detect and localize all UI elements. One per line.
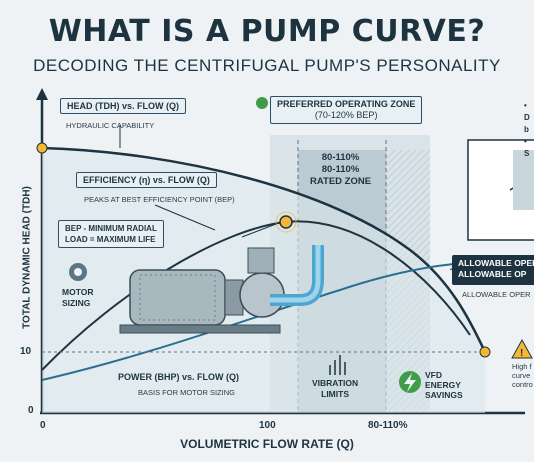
x-tick-100: 100 xyxy=(259,420,276,431)
bep-note: BEP - MINIMUM RADIAL LOAD = MAXIMUM LIFE xyxy=(58,220,164,248)
power-curve-desc: BASIS FOR MOTOR SIZING xyxy=(138,388,235,397)
y-axis-label: TOTAL DYNAMIC HEAD (TDH) xyxy=(21,186,33,329)
zoom-notes: • D b • S xyxy=(524,101,530,158)
vfd-label: VFD ENERGY SAVINGS xyxy=(425,370,463,400)
page-title: WHAT IS A PUMP CURVE? xyxy=(48,14,486,49)
warning-icon: ! xyxy=(511,338,533,359)
head-curve xyxy=(41,146,487,353)
vibration-label: VIBRATION LIMITS xyxy=(312,378,359,399)
motor-sizing-label: MOTOR SIZING xyxy=(62,287,94,308)
gear-icon xyxy=(69,263,87,281)
preferred-zone-label: PREFERRED OPERATING ZONE (70-120% BEP) xyxy=(270,96,423,124)
efficiency-curve-desc: PEAKS AT BEST EFFICIENCY POINT (BEP) xyxy=(84,195,235,204)
runout-point xyxy=(479,346,491,358)
warning-text: High f curve contro xyxy=(512,362,533,389)
y-tick-10: 10 xyxy=(20,346,32,357)
x-tick-0: 0 xyxy=(40,420,46,431)
svg-text:!: ! xyxy=(520,348,523,359)
vfd-leaf-icon xyxy=(399,371,421,393)
x-axis-label: VOLUMETRIC FLOW RATE (Q) xyxy=(180,437,354,451)
allowable-label-sub: ALLOWABLE OPER xyxy=(462,290,531,299)
head-curve-label: HEAD (TDH) vs. FLOW (Q) xyxy=(60,98,186,114)
allowable-label: ALLOWABLE OPER ALLOWABLE OP xyxy=(458,258,534,279)
rated-zone-label: 80-110% 80-110% RATED ZONE xyxy=(310,152,372,187)
preferred-zone-icon xyxy=(256,97,268,109)
y-tick-0: 0 xyxy=(28,405,34,416)
allowable-box xyxy=(452,255,534,285)
vibration-icon xyxy=(329,355,346,375)
power-curve-label: POWER (BHP) vs. FLOW (Q) xyxy=(118,372,239,382)
bep-point xyxy=(279,215,293,229)
page-subtitle: DECODING THE CENTRIFUGAL PUMP'S PERSONAL… xyxy=(33,56,501,75)
efficiency-curve-label: EFFICIENCY (η) vs. FLOW (Q) xyxy=(76,172,217,188)
shutoff-head-point xyxy=(36,142,48,154)
head-curve-desc: HYDRAULIC CAPABILITY xyxy=(66,121,155,130)
pump-icon xyxy=(119,245,324,334)
x-tick-110: 80-110% xyxy=(368,420,408,431)
